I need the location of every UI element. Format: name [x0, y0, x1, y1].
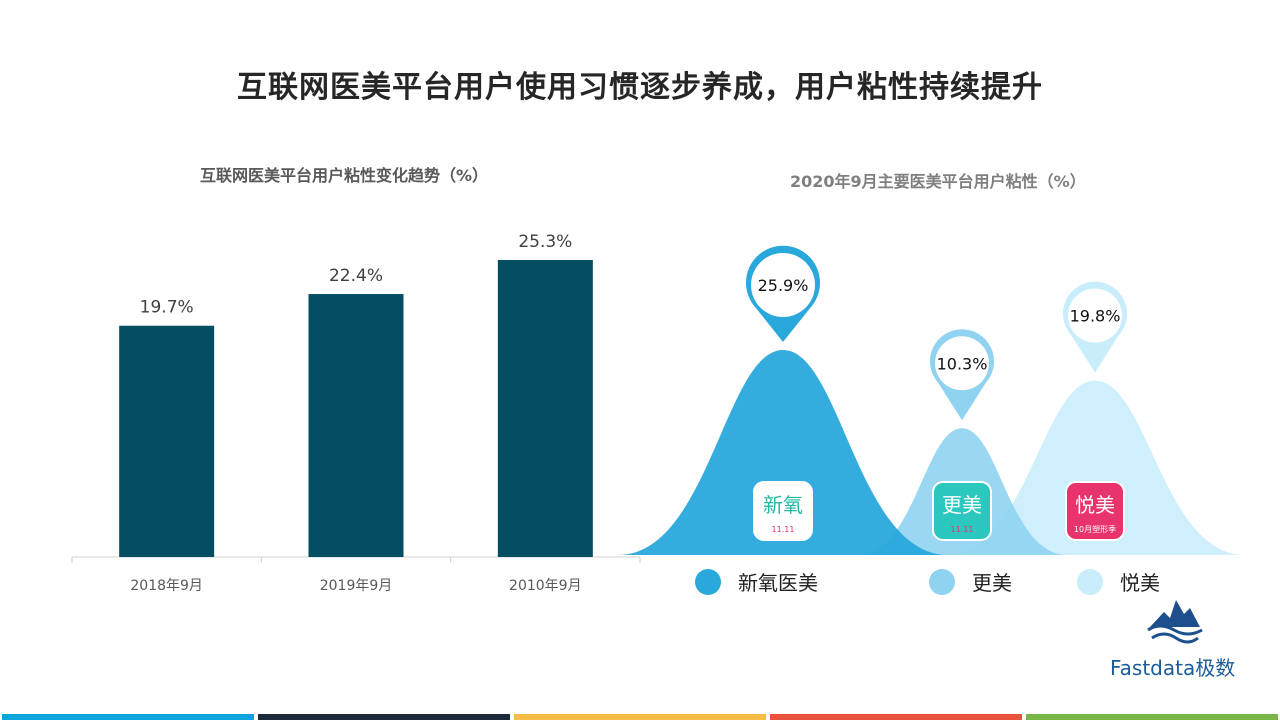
- pin-value-label: 19.8%: [1070, 307, 1121, 326]
- area-chart: 25.9% 新氧 11.11 10.3% 更美 11.11 19.8% 悦美 10月塑形季新氧医…: [618, 245, 1245, 595]
- bar-value-label: 22.4%: [329, 266, 383, 286]
- app-logo-tag: 10月塑形季: [1074, 524, 1116, 534]
- footer-strip-segment: [2, 714, 254, 720]
- brand-name: Fastdata极数: [1110, 656, 1236, 680]
- app-logo-text: 悦美: [1075, 493, 1115, 517]
- app-logo-tag: 11.11: [951, 525, 974, 534]
- legend-label: 更美: [972, 571, 1012, 595]
- app-logo-icon: [753, 481, 813, 541]
- bar-value-label: 19.7%: [140, 298, 194, 318]
- app-logo-text: 更美: [942, 493, 982, 517]
- footer-strip-segment: [770, 714, 1022, 720]
- legend-swatch: [929, 569, 955, 595]
- fastdata-logo-icon: [1147, 600, 1203, 644]
- bar-chart-title: 互联网医美平台用户粘性变化趋势（%）: [200, 166, 489, 185]
- app-logo-tag: 11.11: [772, 525, 795, 534]
- app-logo-text: 新氧: [763, 493, 803, 517]
- area-peak: [945, 380, 1245, 555]
- footer-strip-segment: [1026, 714, 1278, 720]
- app-logo-icon: [932, 481, 992, 541]
- x-tick-label: 2019年9月: [320, 578, 393, 594]
- bar: [308, 294, 404, 557]
- bar: [497, 260, 593, 557]
- pin-value-label: 25.9%: [758, 276, 809, 295]
- legend-swatch: [1077, 569, 1103, 595]
- legend-label: 悦美: [1120, 571, 1160, 595]
- area-chart-title: 2020年9月主要医美平台用户粘性（%）: [790, 172, 1086, 191]
- pin-value-label: 10.3%: [937, 354, 988, 373]
- legend-label: 新氧医美: [738, 571, 818, 595]
- footer-strip-segment: [258, 714, 510, 720]
- bar: [119, 325, 215, 557]
- x-tick-label: 2018年9月: [130, 578, 203, 594]
- bar-chart: 19.7% 2018年9月 22.4% 2019年9月 25.3% 2010年9月: [71, 232, 641, 594]
- value-pin: [1062, 281, 1127, 373]
- app-logo-icon: [1065, 481, 1125, 541]
- value-pin: [929, 329, 994, 421]
- legend-swatch: [695, 569, 721, 595]
- value-pin: [746, 245, 821, 342]
- x-tick-label: 2010年9月: [509, 578, 582, 594]
- bar-value-label: 25.3%: [518, 232, 572, 252]
- page-title: 互联网医美平台用户使用习惯逐步养成，用户粘性持续提升: [237, 70, 1043, 105]
- footer-strip-segment: [514, 714, 766, 720]
- area-peak: [618, 350, 948, 555]
